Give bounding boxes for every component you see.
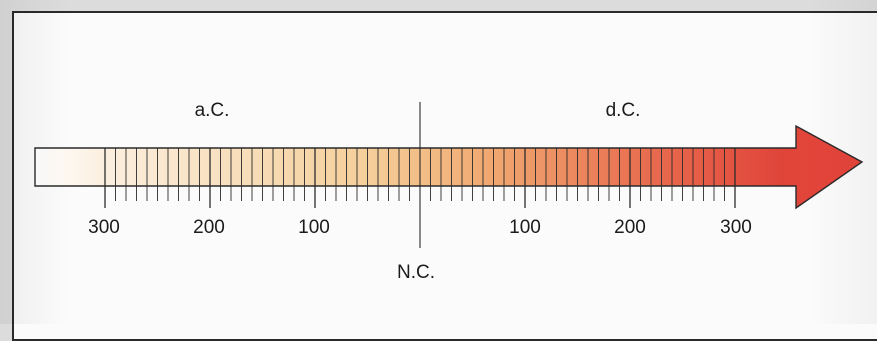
tick-label-after-100: 100 xyxy=(509,217,541,238)
minor-ticks-group xyxy=(115,148,725,201)
tick-label-after-300: 300 xyxy=(720,217,752,238)
era-before-label: a.C. xyxy=(195,100,230,121)
major-ticks-group xyxy=(104,148,736,208)
zero-label: N.C. xyxy=(397,262,435,283)
tick-label-after-200: 200 xyxy=(614,217,646,238)
timeline-diagram: a.C. d.C. N.C. 300 200 100 100 200 300 xyxy=(34,100,864,283)
timeline-arrow xyxy=(34,124,864,210)
era-after-label: d.C. xyxy=(606,100,641,121)
tick-label-before-300: 300 xyxy=(88,217,120,238)
tick-label-before-200: 200 xyxy=(193,217,225,238)
tick-label-before-100: 100 xyxy=(298,217,330,238)
